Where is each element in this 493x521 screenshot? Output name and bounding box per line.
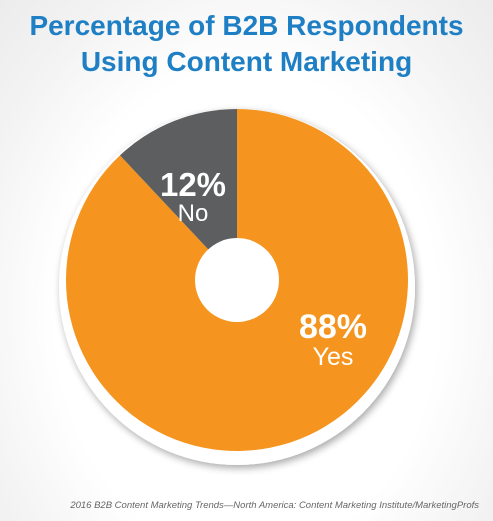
source-note: 2016 B2B Content Marketing Trends—North … xyxy=(70,500,479,511)
slice-value-no: 12% xyxy=(160,166,226,203)
slice-labels: 88%Yes 12%No xyxy=(160,166,367,371)
chart-title: Percentage of B2B Respondents Using Cont… xyxy=(0,8,493,80)
slice-label-yes: Yes xyxy=(313,343,354,371)
slice-value-yes: 88% xyxy=(299,308,367,346)
title-line-1: Percentage of B2B Respondents xyxy=(29,10,464,41)
slice-label-no: No xyxy=(178,200,209,227)
slice-no xyxy=(119,109,237,280)
donut-hole xyxy=(195,238,279,322)
title-line-2: Using Content Marketing xyxy=(80,46,413,77)
